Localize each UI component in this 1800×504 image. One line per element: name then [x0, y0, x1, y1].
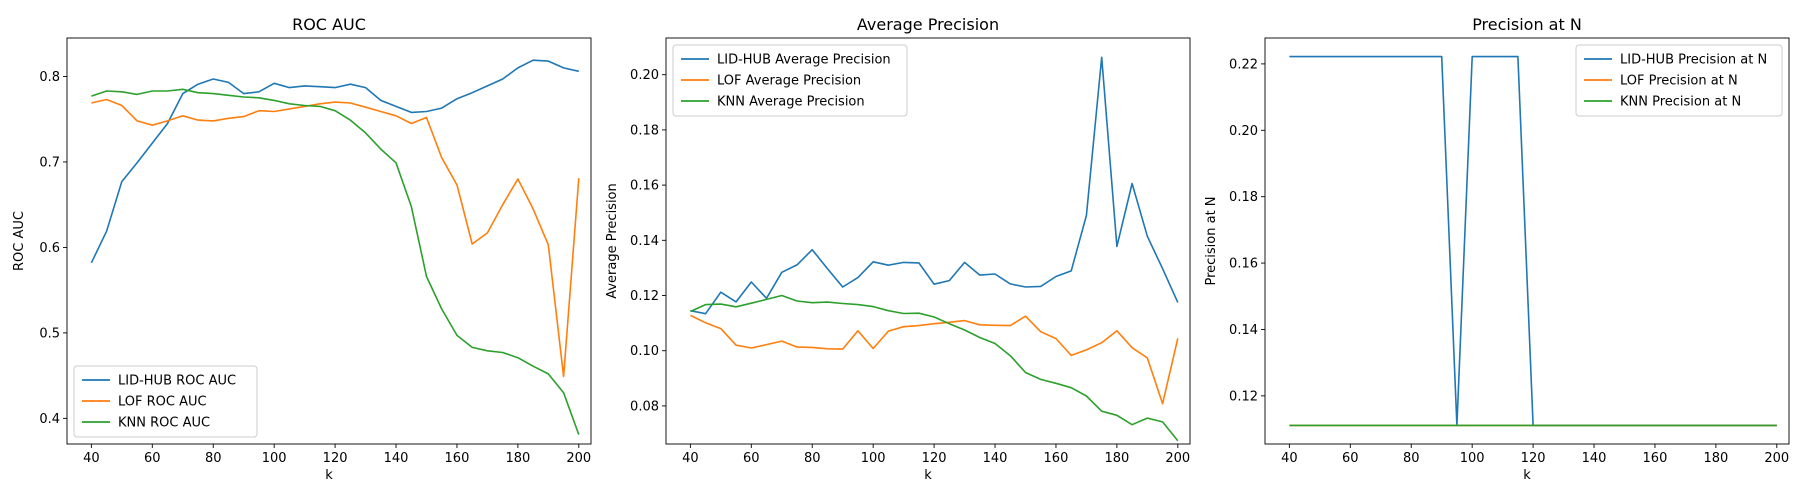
- x-tick-label: 40: [83, 451, 100, 466]
- legend: LID-HUB ROC AUC LOF ROC AUC KNN ROC AUC: [73, 365, 258, 438]
- x-tick-label: 40: [1281, 451, 1298, 466]
- series-line-3: [91, 88, 580, 435]
- x-tick-label: 180: [1703, 451, 1728, 466]
- axes-frame: [1264, 37, 1790, 445]
- legend-label-3: KNN Average Precision: [717, 95, 865, 110]
- legend-frame: [672, 44, 908, 117]
- x-tick-label: 160: [445, 451, 470, 466]
- axes-frame: [66, 37, 592, 445]
- legend: LID-HUB Precision at N LOF Precision at N…: [1575, 44, 1783, 117]
- x-tick-label: 160: [1044, 451, 1069, 466]
- x-tick-label: 200: [1764, 451, 1789, 466]
- subplot-3: [1261, 37, 1790, 448]
- x-tick-label: 100: [262, 451, 287, 466]
- series-line-1: [690, 56, 1179, 315]
- x-tick-label: 40: [682, 451, 699, 466]
- legend-label-3: KNN ROC AUC: [118, 416, 210, 431]
- chart-title: Precision at N: [1472, 15, 1582, 34]
- y-tick-label: 0.18: [1229, 190, 1258, 205]
- x-tick-label: 120: [1521, 451, 1546, 466]
- legend: LID-HUB Average Precision LOF Average Pre…: [672, 44, 908, 117]
- x-tick-label: 200: [1165, 451, 1190, 466]
- y-axis-label: Precision at N: [1204, 196, 1219, 285]
- y-tick-label: 0.5: [39, 326, 60, 341]
- y-tick-label: 0.20: [630, 68, 659, 83]
- chart-title: Average Precision: [857, 15, 999, 34]
- y-tick-label: 0.12: [630, 289, 659, 304]
- y-tick-label: 0.14: [630, 234, 659, 249]
- x-tick-label: 60: [1342, 451, 1359, 466]
- x-tick-label: 80: [205, 451, 222, 466]
- x-tick-label: 120: [323, 451, 348, 466]
- y-tick-label: 0.20: [1229, 124, 1258, 139]
- y-tick-label: 0.12: [1229, 389, 1258, 404]
- x-tick-label: 160: [1643, 451, 1668, 466]
- x-tick-label: 100: [861, 451, 886, 466]
- x-tick-label: 60: [743, 451, 760, 466]
- x-tick-label: 140: [1582, 451, 1607, 466]
- x-tick-label: 120: [922, 451, 947, 466]
- x-tick-label: 60: [144, 451, 161, 466]
- series-line-1: [90, 59, 579, 264]
- y-tick-label: 0.16: [1229, 257, 1258, 272]
- y-tick-label: 0.7: [39, 155, 60, 170]
- legend-label-2: LOF Average Precision: [717, 74, 861, 89]
- legend-label-2: LOF ROC AUC: [118, 395, 207, 410]
- y-tick-label: 0.08: [630, 399, 659, 414]
- axes-frame: [665, 37, 1191, 445]
- chart-title: ROC AUC: [292, 15, 366, 34]
- series-line-2: [91, 98, 580, 378]
- legend-label-2: LOF Precision at N: [1620, 74, 1738, 89]
- y-tick-label: 0.22: [1229, 57, 1258, 72]
- y-tick-label: 0.6: [39, 241, 60, 256]
- legend-frame: [1575, 44, 1783, 117]
- x-tick-label: 180: [1104, 451, 1129, 466]
- x-axis-label: k: [924, 468, 932, 483]
- y-tick-label: 0.18: [630, 123, 659, 138]
- x-tick-label: 180: [505, 451, 530, 466]
- x-tick-label: 80: [804, 451, 821, 466]
- legend-label-3: KNN Precision at N: [1620, 95, 1741, 110]
- legend-frame: [73, 365, 258, 438]
- y-axis-label: ROC AUC: [12, 211, 27, 271]
- legend-label-1: LID-HUB ROC AUC: [118, 374, 236, 389]
- y-tick-label: 0.14: [1229, 323, 1258, 338]
- y-tick-label: 0.8: [39, 70, 60, 85]
- x-axis-label: k: [1523, 468, 1531, 483]
- x-axis-label: k: [325, 468, 333, 483]
- x-tick-label: 140: [983, 451, 1008, 466]
- y-tick-label: 0.10: [630, 344, 659, 359]
- y-tick-label: 0.16: [630, 179, 659, 194]
- legend-label-1: LID-HUB Average Precision: [717, 53, 891, 68]
- x-tick-label: 140: [384, 451, 409, 466]
- x-tick-label: 80: [1403, 451, 1420, 466]
- subplot-2: [662, 37, 1191, 448]
- subplot-1: [63, 37, 592, 448]
- y-tick-label: 0.4: [39, 412, 60, 427]
- legend-label-1: LID-HUB Precision at N: [1620, 53, 1767, 68]
- x-tick-label: 100: [1460, 451, 1485, 466]
- series-line-3: [690, 294, 1179, 442]
- series-line-2: [690, 314, 1179, 405]
- x-tick-label: 200: [566, 451, 591, 466]
- y-axis-label: Average Precision: [605, 183, 620, 299]
